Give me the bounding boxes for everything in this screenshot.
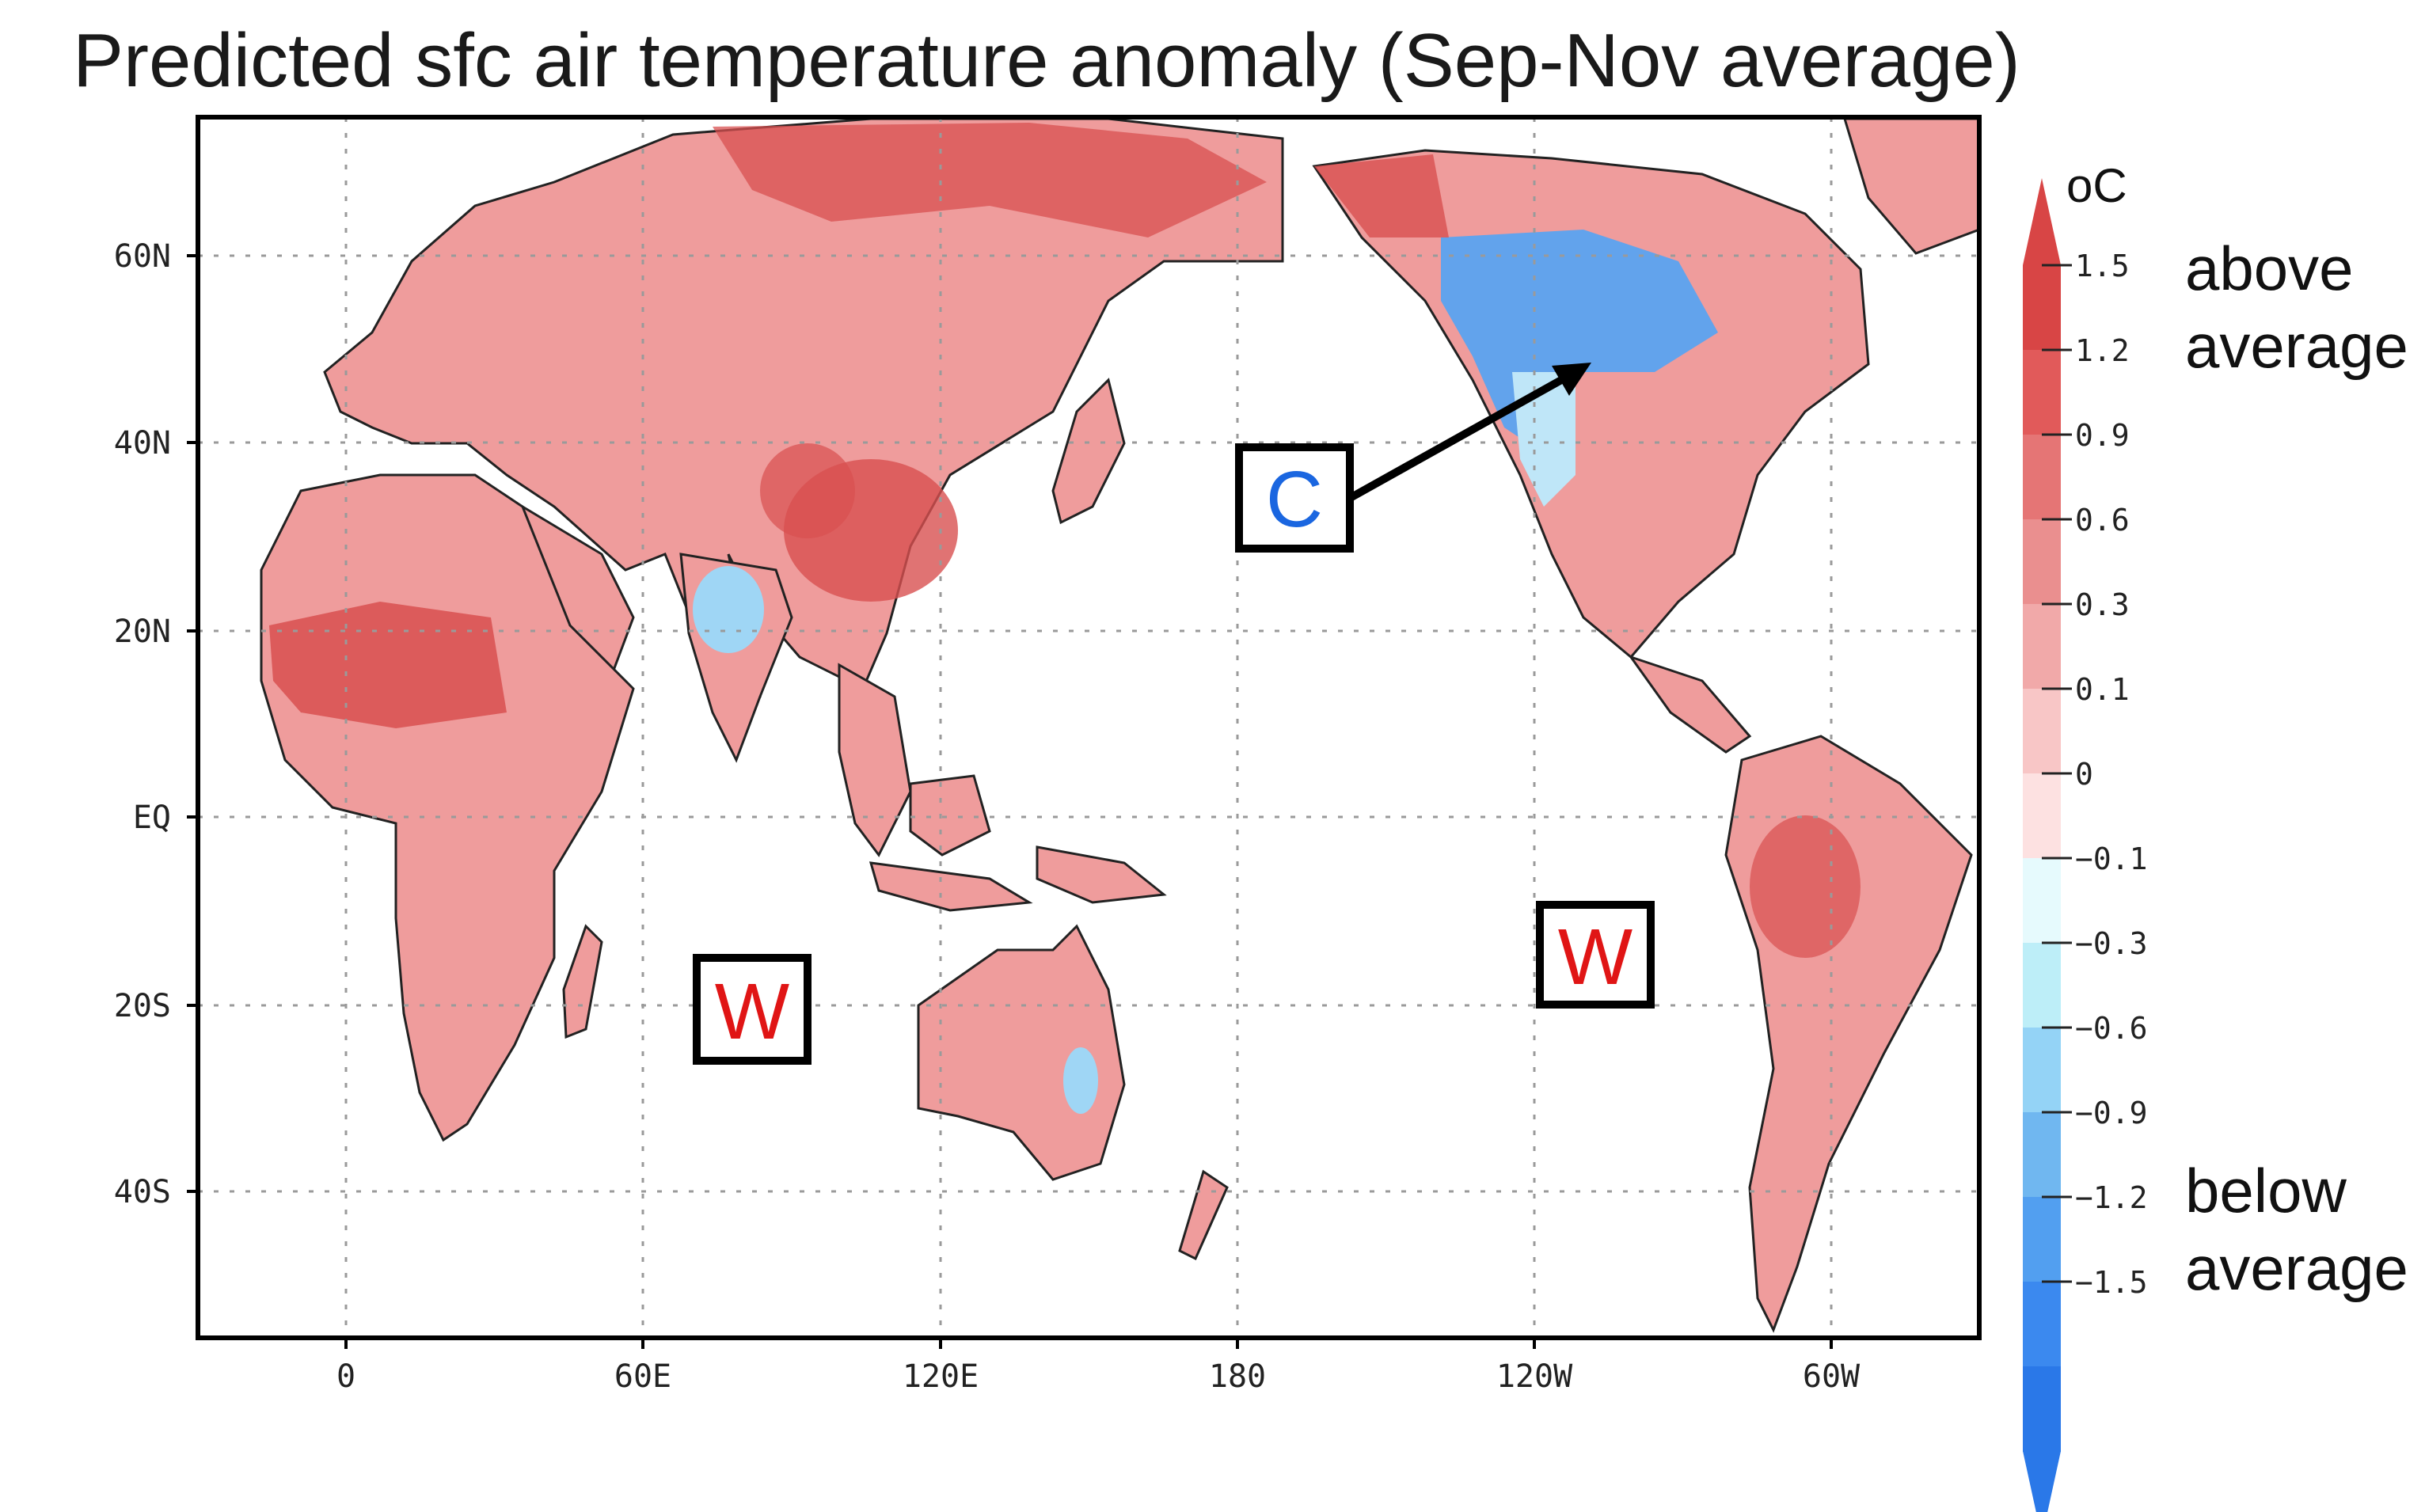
land-new-guinea bbox=[1036, 845, 1167, 904]
colorbar-tick-label: −0.6 bbox=[2075, 1011, 2148, 1046]
colorbar-segment bbox=[2023, 1028, 2061, 1113]
cold-marker-box bbox=[1235, 443, 1354, 553]
lat-label: 60N bbox=[114, 238, 171, 275]
colorbar-segment bbox=[2023, 1282, 2061, 1367]
colorbar-segment bbox=[2023, 604, 2061, 690]
colorbar-bottom-arrow bbox=[2023, 1451, 2061, 1512]
chart-title: Predicted sfc air temperature anomaly (S… bbox=[73, 18, 2020, 103]
colorbar-segment bbox=[2023, 350, 2061, 435]
colorbar-segment bbox=[2023, 265, 2061, 351]
colorbar-tick-label: 0 bbox=[2075, 757, 2093, 792]
land-borneo bbox=[909, 774, 991, 857]
lat-label: EQ bbox=[133, 800, 171, 836]
cold-marker: C bbox=[1266, 455, 1323, 544]
land-sahel-hot bbox=[269, 602, 507, 728]
lat-axis bbox=[187, 254, 198, 1193]
colorbar-tick-label: −0.3 bbox=[2075, 926, 2148, 961]
colorbar-tick-label: 1.2 bbox=[2075, 333, 2130, 368]
land-layer bbox=[260, 117, 1979, 1333]
land-central-asia-hot bbox=[760, 443, 855, 538]
lon-label: 0 bbox=[336, 1358, 355, 1395]
map-frame bbox=[196, 115, 1982, 1340]
lon-label: 120E bbox=[903, 1358, 979, 1395]
land-central-america bbox=[1628, 655, 1752, 754]
land-india-cool bbox=[693, 566, 764, 653]
land-west-us-cool bbox=[1512, 372, 1575, 507]
colorbar-segment bbox=[2023, 1366, 2061, 1452]
lon-label: 60W bbox=[1803, 1358, 1861, 1395]
colorbar-tick-label: −0.9 bbox=[2075, 1096, 2148, 1130]
land-siberia-hot bbox=[713, 123, 1267, 237]
below-label-line2: average bbox=[2185, 1233, 2408, 1303]
land-amazon-hot bbox=[1750, 815, 1861, 958]
colorbar-segment bbox=[2023, 519, 2061, 605]
colorbar-segment bbox=[2023, 1197, 2061, 1282]
colorbar-top-arrow bbox=[2023, 178, 2061, 265]
warm-marker-box-indian bbox=[693, 954, 812, 1065]
land-eurasia bbox=[323, 117, 1284, 715]
land-alaska-hot bbox=[1314, 154, 1449, 237]
below-average-label: below average bbox=[2185, 1152, 2408, 1307]
land-indonesia bbox=[869, 861, 1033, 912]
colorbar-segment bbox=[2023, 1112, 2061, 1198]
colorbar-tick-label: −1.5 bbox=[2075, 1265, 2148, 1300]
above-label-line2: average bbox=[2185, 311, 2408, 381]
colorbar-tick-label: −0.1 bbox=[2075, 841, 2148, 876]
colorbar-tick-label: −1.2 bbox=[2075, 1180, 2148, 1215]
warm-marker-indian: W bbox=[715, 967, 790, 1056]
colorbar-tick-label: 1.5 bbox=[2075, 249, 2130, 283]
land-north-america-cool bbox=[1441, 230, 1718, 443]
warm-marker-box-pacific bbox=[1536, 901, 1655, 1009]
land-madagascar bbox=[562, 924, 603, 1039]
colorbar-tick-label: 0.9 bbox=[2075, 418, 2130, 453]
below-label-line1: below bbox=[2185, 1156, 2347, 1225]
lon-label: 60E bbox=[614, 1358, 671, 1395]
lon-axis bbox=[344, 1338, 1833, 1349]
lon-label: 180 bbox=[1209, 1358, 1266, 1395]
colorbar-tick-label: 0.6 bbox=[2075, 503, 2130, 538]
land-new-zealand bbox=[1178, 1169, 1229, 1261]
colorbar-segment bbox=[2023, 435, 2061, 520]
above-label-line1: above bbox=[2185, 234, 2354, 303]
lat-label: 40N bbox=[114, 425, 171, 462]
cold-arrow-line bbox=[1344, 368, 1578, 504]
colorbar-tick-label: 0.3 bbox=[2075, 587, 2130, 622]
lat-label: 40S bbox=[114, 1174, 171, 1210]
colorbar: 1.5 1.2 0.9 0.6 0.3 0.1 0 −0.1 −0.3 −0.6 −0.9 −1.2 −… bbox=[2023, 178, 2148, 1512]
colorbar-segment bbox=[2023, 858, 2061, 944]
colorbar-segment bbox=[2023, 773, 2061, 859]
lat-label: 20N bbox=[114, 614, 171, 650]
above-average-label: above average bbox=[2185, 230, 2408, 385]
land-japan bbox=[1051, 378, 1126, 525]
gridlines bbox=[198, 117, 1979, 1338]
colorbar-segment bbox=[2023, 689, 2061, 774]
land-australia-cool bbox=[1063, 1047, 1098, 1114]
lon-label: 120W bbox=[1496, 1358, 1573, 1395]
colorbar-tick-label: 0.1 bbox=[2075, 672, 2130, 707]
land-australia bbox=[917, 924, 1126, 1181]
cold-arrow-head bbox=[1552, 363, 1591, 396]
warm-marker-pacific: W bbox=[1558, 913, 1633, 1001]
colorbar-unit: oC bbox=[2066, 159, 2127, 212]
colorbar-segment bbox=[2023, 943, 2061, 1028]
lat-label: 20S bbox=[114, 988, 171, 1024]
land-se-asia bbox=[838, 663, 912, 857]
